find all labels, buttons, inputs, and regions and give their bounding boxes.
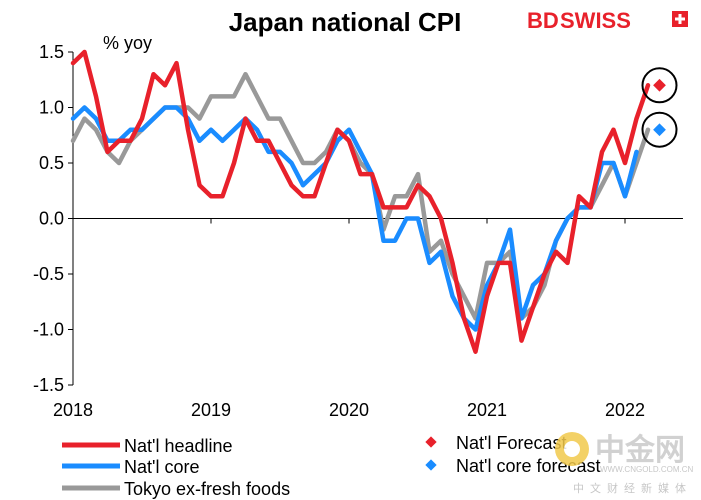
brand-logo: BD SWISS bbox=[527, 8, 688, 33]
x-tick-label: 2018 bbox=[53, 400, 93, 420]
legend-marker-core-forecast bbox=[425, 459, 437, 471]
y-tick-label: -1.0 bbox=[33, 320, 64, 340]
y-axis-label: % yoy bbox=[103, 33, 152, 53]
y-tick-label: 0.0 bbox=[39, 209, 64, 229]
x-tick-label: 2019 bbox=[191, 400, 231, 420]
series-group bbox=[70, 49, 651, 354]
watermark-subtitle: 中文财经新媒体 bbox=[573, 481, 692, 495]
y-axis-ticks: 1.5 1.0 0.5 0.0 -0.5 -1.0 -1.5 bbox=[33, 42, 73, 395]
legend-label-core: Nat'l core bbox=[124, 457, 199, 477]
x-axis-ticks: 2018 2019 2020 2021 2022 bbox=[53, 218, 645, 420]
legend-label-tokyo: Tokyo ex-fresh foods bbox=[124, 479, 290, 499]
watermark-logo-text: 中金网 bbox=[595, 433, 685, 468]
forecast-point-headline-highlight-circle bbox=[641, 67, 678, 104]
y-tick-label: 0.5 bbox=[39, 153, 64, 173]
y-tick-label: 1.0 bbox=[39, 98, 64, 118]
legend-label-headline: Nat'l headline bbox=[124, 436, 233, 456]
x-tick-label: 2021 bbox=[467, 400, 507, 420]
series-line-headline bbox=[70, 49, 651, 354]
forecast-point-headline bbox=[653, 78, 666, 92]
forecast-point-core-highlight-circle bbox=[641, 111, 678, 148]
brand-name-part1: BD bbox=[527, 8, 559, 33]
forecast-point-core bbox=[653, 123, 666, 137]
watermark-url: WWW.CNGOLD.COM.CN bbox=[600, 465, 694, 474]
x-tick-label: 2022 bbox=[605, 400, 645, 420]
y-tick-label: -1.5 bbox=[33, 375, 64, 395]
legend-marker-forecast bbox=[425, 436, 437, 448]
y-tick-label: 1.5 bbox=[39, 42, 64, 62]
brand-name-part2: SWISS bbox=[560, 8, 631, 33]
watermark: 中金网 WWW.CNGOLD.COM.CN 中文财经新媒体 bbox=[555, 432, 694, 495]
y-tick-label: -0.5 bbox=[33, 264, 64, 284]
chart-title: Japan national CPI bbox=[229, 7, 462, 37]
legend-label-forecast: Nat'l Forecast bbox=[456, 433, 566, 453]
x-tick-label: 2020 bbox=[329, 400, 369, 420]
legend: Nat'l headline Nat'l core Tokyo ex-fresh… bbox=[62, 433, 601, 499]
